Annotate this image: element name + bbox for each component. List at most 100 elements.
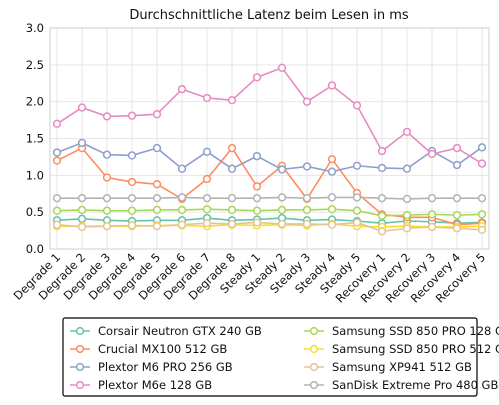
- y-tick-labels: 0.0 0.5 1.0 1.5 2.0 2.5 3.0: [26, 21, 44, 256]
- data-point: [377, 146, 387, 156]
- data-point: [177, 193, 187, 202]
- data-point: [302, 194, 312, 203]
- data-point: [177, 205, 187, 215]
- series-line: [56, 221, 483, 233]
- data-point: [102, 194, 112, 203]
- data-point: [127, 194, 137, 203]
- data-point: [302, 162, 312, 171]
- legend-marker: [75, 344, 85, 354]
- data-point: [52, 194, 62, 203]
- series-line: [56, 217, 483, 225]
- data-point: [252, 218, 262, 227]
- legend-marker: [75, 380, 85, 390]
- legend-item: Plextor M6 PRO 256 GB: [70, 360, 233, 374]
- data-point: [302, 97, 312, 106]
- data-point: [352, 161, 362, 170]
- legend-item: Samsung XP941 512 GB: [304, 360, 472, 374]
- data-point: [252, 182, 262, 191]
- data-point: [327, 220, 337, 229]
- data-point: [177, 220, 187, 229]
- legend-item: Corsair Neutron GTX 240 GB: [70, 324, 262, 338]
- data-point: [277, 193, 287, 202]
- data-point: [452, 224, 462, 233]
- data-point: [477, 225, 487, 234]
- data-point: [327, 205, 337, 214]
- legend-label: Samsung XP941 512 GB: [332, 360, 472, 374]
- data-point: [302, 205, 312, 215]
- legend-marker: [309, 344, 319, 354]
- data-point: [202, 219, 212, 228]
- data-point: [277, 63, 287, 72]
- data-point: [102, 112, 112, 121]
- data-point: [52, 156, 62, 165]
- legend-label: Plextor M6e 128 GB: [98, 378, 212, 392]
- data-point: [202, 174, 212, 184]
- y-tick-label: 0.0: [26, 242, 44, 256]
- data-point: [77, 103, 87, 112]
- data-point: [127, 221, 137, 230]
- legend-label: Corsair Neutron GTX 240 GB: [98, 324, 262, 338]
- data-point: [277, 165, 287, 174]
- data-point: [452, 210, 462, 220]
- data-point: [477, 194, 487, 203]
- series-line: [56, 66, 483, 165]
- data-point: [152, 180, 162, 189]
- data-point: [102, 206, 112, 215]
- data-point: [177, 84, 187, 94]
- series-4: [52, 205, 487, 221]
- data-point: [127, 177, 137, 187]
- data-point: [52, 119, 62, 128]
- data-point: [227, 219, 237, 229]
- data-point: [152, 110, 162, 119]
- data-point: [152, 205, 162, 215]
- legend-marker: [309, 326, 319, 336]
- data-point: [77, 222, 87, 232]
- data-point: [52, 148, 62, 157]
- data-point: [227, 194, 237, 203]
- legend-item: Samsung SSD 850 PRO 512 GB: [304, 342, 499, 356]
- data-point: [427, 222, 437, 232]
- legend-label: Plextor M6 PRO 256 GB: [98, 360, 233, 374]
- legend-item: Plextor M6e 128 GB: [70, 378, 212, 392]
- y-tick-label: 0.5: [26, 205, 44, 219]
- legend: Corsair Neutron GTX 240 GB Crucial MX100 …: [62, 317, 499, 397]
- data-point: [352, 218, 362, 227]
- series-line: [56, 142, 483, 173]
- series-1: [52, 143, 487, 229]
- legend-box: [62, 317, 478, 397]
- data-point: [127, 206, 137, 215]
- legend-item: Crucial MX100 512 GB: [70, 342, 227, 356]
- data-point: [77, 214, 87, 223]
- data-point: [152, 194, 162, 203]
- data-point: [252, 206, 262, 215]
- data-point: [352, 206, 362, 215]
- data-point: [52, 206, 62, 215]
- data-point: [402, 164, 412, 173]
- data-point: [127, 111, 137, 120]
- data-point: [77, 138, 87, 148]
- data-point: [427, 149, 437, 159]
- series-3: [52, 63, 487, 168]
- data-point: [427, 194, 437, 203]
- data-point: [452, 160, 462, 170]
- data-point: [327, 193, 337, 202]
- data-point: [102, 173, 112, 182]
- y-tick-label: 2.5: [26, 58, 44, 72]
- grid-layer: [50, 27, 489, 250]
- chart-title: Durchschnittliche Latenz beim Lesen in m…: [129, 8, 409, 23]
- data-point: [277, 205, 287, 215]
- data-point: [202, 93, 212, 103]
- data-point: [277, 219, 287, 229]
- y-tick-label: 2.0: [26, 95, 44, 109]
- data-point: [377, 211, 387, 221]
- data-point: [352, 101, 362, 110]
- data-point: [327, 167, 337, 176]
- data-point: [452, 143, 462, 153]
- data-point: [252, 73, 262, 82]
- data-point: [102, 222, 112, 231]
- series-7: [52, 193, 487, 204]
- legend-label: SanDisk Extreme Pro 480 GB: [332, 378, 498, 392]
- data-point: [202, 147, 212, 156]
